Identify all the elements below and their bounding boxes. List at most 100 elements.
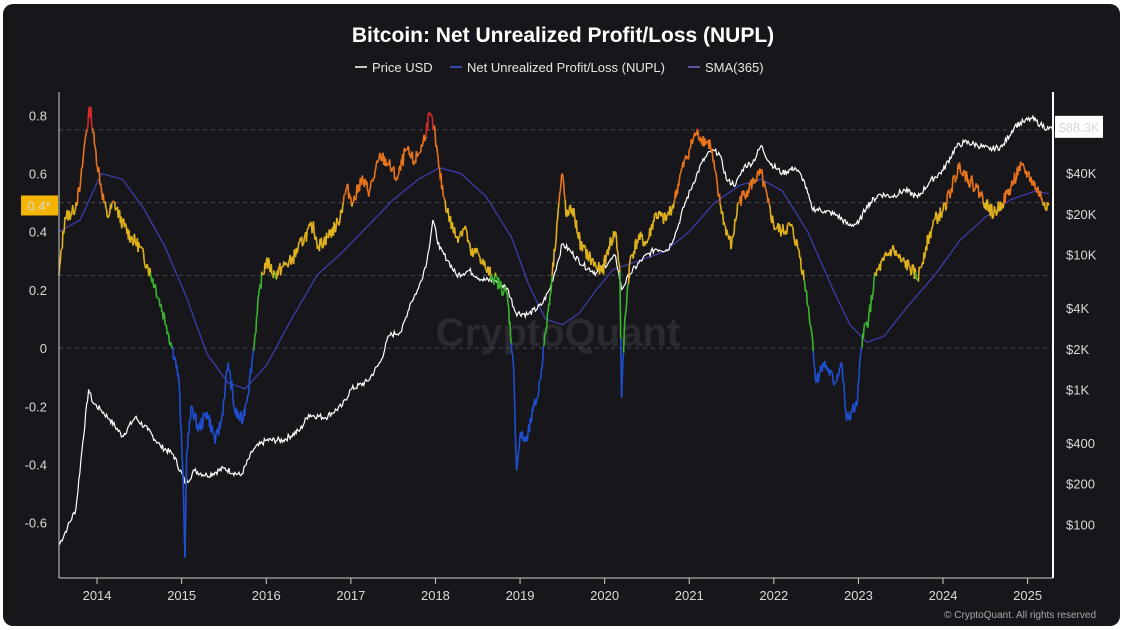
nupl-segment	[997, 201, 1000, 211]
nupl-segment	[313, 230, 316, 239]
nupl-segment	[763, 181, 766, 188]
nupl-segment	[286, 263, 289, 266]
nupl-segment	[670, 208, 673, 216]
nupl-segment	[613, 231, 616, 238]
nupl-segment	[379, 155, 382, 161]
nupl-segment	[412, 161, 416, 166]
nupl-segment	[713, 168, 717, 171]
nupl-segment	[184, 501, 187, 558]
copyright: © CryptoQuant. All rights reserved	[944, 610, 1096, 621]
x-tick-label: 2021	[675, 588, 704, 603]
nupl-segment	[502, 290, 505, 294]
nupl-segment	[877, 267, 880, 271]
nupl-segment	[336, 220, 339, 224]
nupl-segment	[682, 160, 686, 168]
nupl-segment	[834, 381, 836, 384]
current-price-badge-bg	[1055, 115, 1103, 138]
nupl-segment	[775, 227, 778, 230]
nupl-segment	[995, 213, 998, 216]
nupl-segment	[457, 237, 460, 243]
chart-panel: Bitcoin: Net Unrealized Profit/Loss (NUP…	[3, 4, 1120, 626]
nupl-segment	[215, 429, 218, 433]
nupl-segment	[697, 130, 700, 140]
current-price-badge-label: $88.3K	[1058, 120, 1100, 135]
nupl-segment	[554, 237, 558, 246]
nupl-segment	[608, 237, 611, 250]
nupl-segment	[587, 258, 590, 262]
nupl-segment	[790, 223, 793, 227]
nupl-segment	[283, 261, 286, 264]
nupl-segment	[546, 310, 549, 313]
nupl-segment	[73, 209, 77, 213]
nupl-segment	[933, 217, 937, 221]
nupl-segment	[277, 267, 280, 276]
nupl-segment	[813, 364, 816, 368]
right-tick-label: $100	[1066, 517, 1095, 532]
nupl-segment	[71, 204, 75, 212]
nupl-segment	[542, 344, 545, 347]
nupl-segment	[435, 145, 439, 153]
nupl-segment	[561, 173, 564, 177]
nupl-segment	[368, 190, 371, 197]
current-nupl-badge: 0.4*	[21, 195, 58, 216]
nupl-segment	[890, 250, 893, 257]
nupl-segment	[407, 145, 410, 148]
nupl-segment	[599, 264, 602, 268]
nupl-segment	[219, 422, 222, 429]
current-nupl-badge-label: 0.4*	[27, 198, 50, 213]
nupl-segment	[625, 292, 628, 308]
nupl-segment	[363, 178, 366, 188]
nupl-segment	[782, 224, 785, 234]
left-tick-label: 0.6	[29, 166, 47, 181]
nupl-segment	[311, 225, 314, 234]
nupl-segment	[981, 191, 984, 197]
x-tick-label: 2018	[421, 588, 450, 603]
nupl-segment	[839, 362, 842, 369]
nupl-segment	[560, 174, 563, 184]
nupl-segment	[105, 209, 108, 218]
nupl-segment	[330, 232, 333, 238]
nupl-segment	[169, 342, 173, 345]
nupl-segment	[852, 403, 855, 411]
nupl-segment	[80, 167, 83, 177]
nupl-segment	[434, 134, 437, 147]
nupl-segment	[909, 266, 912, 271]
nupl-series	[58, 106, 1050, 558]
nupl-segment	[573, 214, 576, 222]
nupl-segment	[323, 236, 326, 245]
nupl-segment	[809, 324, 812, 327]
nupl-segment	[157, 297, 160, 299]
nupl-segment	[526, 439, 529, 442]
nupl-segment	[424, 136, 427, 139]
nupl-segment	[181, 468, 185, 488]
nupl-segment	[838, 367, 841, 376]
nupl-segment	[743, 193, 746, 196]
nupl-segment	[726, 229, 729, 235]
nupl-segment	[653, 213, 656, 222]
nupl-segment	[539, 378, 542, 381]
nupl-segment	[604, 255, 607, 265]
nupl-segment	[791, 225, 794, 228]
nupl-segment	[94, 147, 97, 151]
nupl-segment	[494, 272, 497, 277]
nupl-segment	[771, 215, 774, 223]
nupl-segment	[669, 205, 672, 209]
nupl-segment	[892, 247, 896, 254]
nupl-segment	[90, 125, 94, 129]
nupl-segment	[554, 245, 557, 252]
nupl-segment	[486, 268, 489, 273]
nupl-segment	[750, 180, 754, 190]
nupl-segment	[245, 402, 248, 405]
nupl-segment	[842, 381, 846, 393]
nupl-segment	[216, 428, 219, 434]
x-tick-label: 2019	[506, 588, 535, 603]
nupl-segment	[562, 176, 565, 186]
nupl-segment	[268, 259, 271, 272]
nupl-segment	[305, 230, 308, 242]
nupl-segment	[630, 254, 633, 257]
nupl-segment	[507, 303, 510, 308]
sma-line	[58, 167, 1049, 390]
nupl-segment	[418, 151, 421, 154]
nupl-segment	[880, 257, 884, 262]
nupl-segment	[641, 233, 644, 241]
